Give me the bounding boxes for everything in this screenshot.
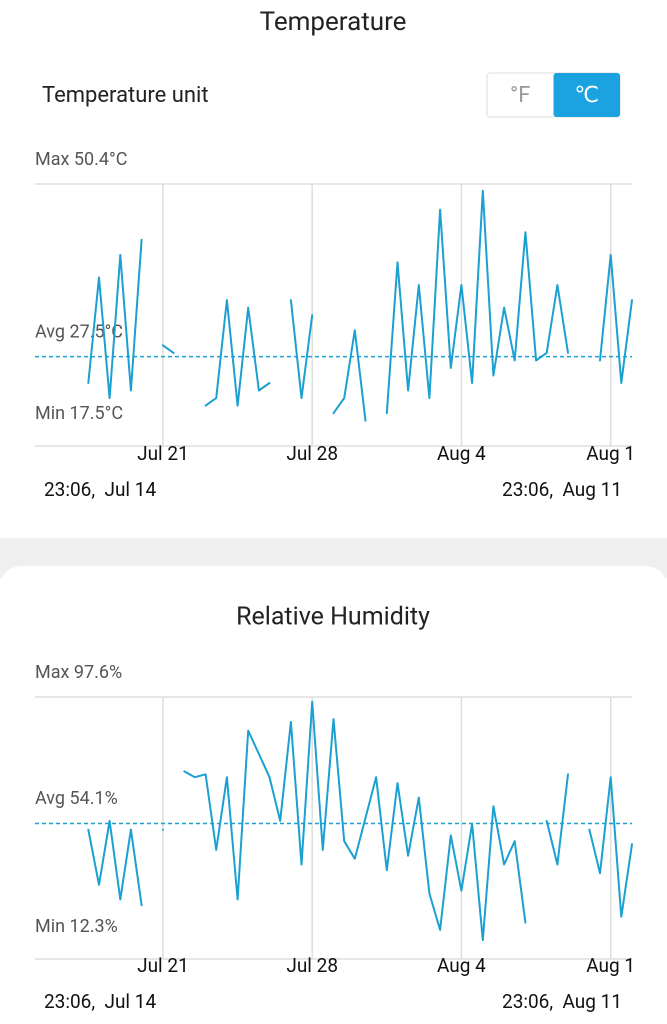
x-tick-label: Jul 28 [286,442,338,465]
max-label: Max 97.6% [35,662,122,683]
toggle-label[interactable]: °F [510,83,530,108]
avg-label: Avg 27.5°C [35,321,123,342]
data-line [87,189,633,422]
min-label: Min 12.3% [35,916,118,937]
min-label: Min 17.5°C [35,403,123,424]
x-tick-label: Jul 21 [137,954,189,977]
toggle-label[interactable]: ℃ [574,83,599,108]
x-tick-label: Jul 21 [137,442,189,465]
range-start: 23:06, Jul 14 [44,478,156,501]
range-end: 23:06, Aug 11 [502,990,622,1013]
chart-title: Relative Humidity [236,603,430,632]
x-tick-label: Aug 1 [586,442,635,465]
card [0,566,667,1024]
unit-toggle: °F ℃ [486,72,621,118]
x-tick-label: Aug 4 [437,442,486,465]
range-start: 23:06, Jul 14 [44,990,156,1013]
data-line [87,700,633,942]
avg-label: Avg 54.1% [35,788,118,809]
x-tick-label: Jul 28 [286,954,338,977]
range-end: 23:06, Aug 11 [502,478,622,501]
max-label: Max 50.4°C [35,149,127,170]
x-tick-label: Aug 4 [437,954,486,977]
page-title: Temperature [260,7,407,37]
x-tick-label: Aug 1 [586,954,635,977]
toggle-option[interactable] [553,73,621,117]
setting-label: Temperature unit [42,83,209,108]
